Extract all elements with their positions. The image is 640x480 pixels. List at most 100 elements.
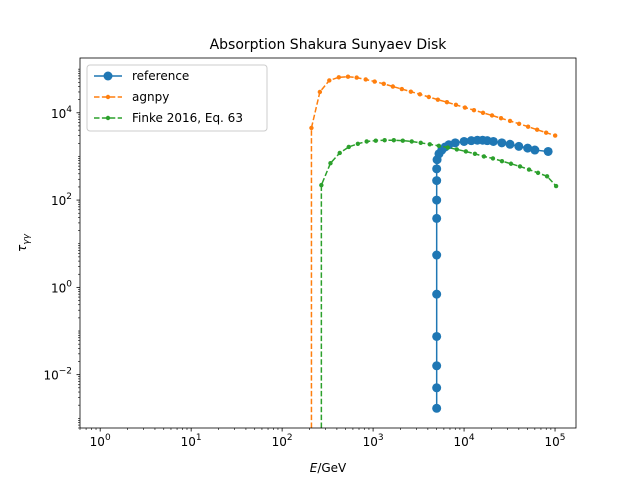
data-point	[432, 213, 442, 223]
legend-marker	[105, 94, 111, 100]
data-point	[516, 121, 522, 126]
data-point	[497, 138, 507, 148]
data-point	[426, 94, 432, 100]
data-point	[508, 161, 514, 166]
data-point	[480, 110, 486, 115]
legend-label: Finke 2016, Eq. 63	[132, 111, 243, 125]
data-point	[436, 143, 442, 149]
data-point	[408, 89, 414, 94]
chart-title: Absorption Shakura Sunyaev Disk	[210, 37, 448, 53]
data-point	[499, 158, 505, 164]
data-point	[489, 113, 495, 118]
data-point	[535, 170, 541, 176]
data-point	[544, 174, 550, 179]
x-axis-label: E/GeV	[310, 461, 347, 475]
data-point	[432, 331, 442, 341]
data-point	[432, 403, 442, 413]
legend-marker	[103, 71, 113, 81]
data-point	[435, 97, 441, 102]
data-point	[450, 138, 460, 148]
data-point	[309, 125, 314, 131]
data-point	[432, 250, 442, 260]
data-point	[517, 164, 523, 169]
series-2	[319, 138, 559, 428]
data-point	[399, 86, 405, 92]
x-tick-label: 101	[181, 433, 202, 449]
data-point	[418, 140, 423, 146]
data-point	[317, 89, 323, 95]
data-point	[382, 138, 387, 143]
data-point	[553, 183, 559, 189]
data-point	[400, 138, 405, 143]
plot-frame	[79, 57, 577, 429]
data-point	[373, 138, 378, 143]
data-point	[427, 142, 432, 147]
data-point	[337, 150, 342, 156]
data-point	[507, 118, 513, 124]
data-point	[471, 107, 477, 113]
x-tick-label: 104	[454, 433, 475, 449]
data-point	[327, 78, 332, 83]
data-point	[462, 105, 468, 110]
legend-marker	[105, 115, 111, 121]
data-point	[525, 124, 531, 129]
data-point	[543, 130, 549, 135]
y-tick-label: 104	[51, 105, 72, 121]
legend-label: reference	[132, 69, 189, 83]
data-point	[459, 136, 469, 146]
data-point	[417, 92, 423, 97]
legend: reference agnpy Finke 2016, Eq. 63	[86, 64, 268, 132]
x-tick-label: 102	[272, 433, 293, 449]
data-point	[319, 182, 324, 188]
data-point	[432, 176, 442, 186]
data-point	[346, 144, 351, 150]
data-point	[463, 149, 469, 154]
y-axis-ticks: 10−2 100 102 104	[43, 68, 80, 429]
data-point	[432, 195, 442, 205]
data-point	[505, 139, 515, 149]
y-axis-label: τγγ	[15, 233, 32, 252]
data-point	[445, 145, 451, 150]
x-tick-label: 103	[363, 433, 384, 449]
data-point	[514, 141, 524, 151]
data-point	[498, 116, 504, 121]
x-tick-label: 100	[90, 433, 111, 449]
data-point	[488, 136, 498, 146]
data-point	[534, 127, 540, 132]
data-point	[543, 146, 553, 156]
data-point	[526, 167, 532, 172]
legend-box	[86, 64, 268, 132]
data-point	[355, 141, 361, 146]
data-point	[336, 75, 342, 80]
data-point	[381, 81, 386, 87]
data-point	[490, 156, 496, 161]
series-1	[309, 74, 558, 428]
data-point	[432, 164, 442, 174]
data-point	[372, 79, 377, 84]
data-point	[530, 145, 540, 155]
data-point	[481, 154, 487, 159]
y-tick-label: 10−2	[43, 367, 72, 383]
legend-label: agnpy	[132, 90, 169, 104]
data-point	[454, 147, 460, 152]
data-point	[328, 160, 333, 166]
data-point	[552, 133, 558, 138]
series-line	[320, 139, 557, 428]
data-point	[523, 143, 533, 153]
data-point	[345, 74, 351, 79]
data-point	[432, 289, 442, 299]
data-point	[432, 383, 442, 393]
series-layer	[309, 74, 559, 428]
data-point	[432, 361, 442, 371]
x-axis-ticks: 100 101 102 103 104 105	[79, 428, 566, 449]
data-point	[363, 77, 368, 82]
data-point	[354, 75, 359, 80]
data-point	[409, 139, 414, 144]
x-tick-label: 105	[545, 433, 566, 449]
data-point	[453, 102, 459, 108]
y-tick-label: 102	[51, 192, 72, 208]
data-point	[472, 151, 478, 156]
data-point	[444, 99, 450, 105]
data-point	[391, 138, 397, 143]
